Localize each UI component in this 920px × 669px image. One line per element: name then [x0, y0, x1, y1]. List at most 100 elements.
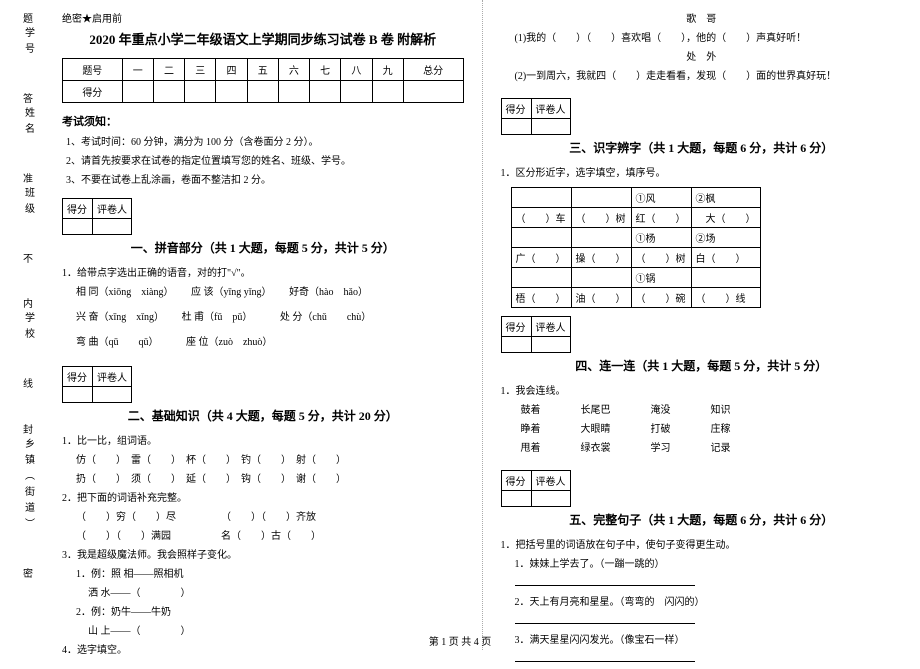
label-class: 班级 — [21, 187, 36, 219]
s1-l1c: 好奇（hào hǎo） — [289, 287, 368, 298]
s2-q1l2: 扔（ ） 须（ ） 延（ ） 钩（ ） 谢（ ） — [62, 470, 464, 489]
side-word: 线 — [23, 375, 33, 390]
page-container: 绝密★启用前 2020 年重点小学二年级语文上学期同步练习试卷 B 卷 附解析 … — [56, 0, 920, 650]
s3-q1: 1．区分形近字，选字填空，填序号。 — [501, 164, 903, 183]
s2-q3l3: 2．例：奶牛——牛奶 — [62, 603, 464, 622]
colC-1: 打破 — [651, 420, 671, 439]
label-school: 学校 — [21, 312, 36, 344]
s2-q2l1: （ ）穷（ ）尽 （ ）（ ）齐放 — [62, 508, 464, 527]
t-r2c1: （ ）车 — [511, 208, 571, 228]
t-r4c4: 白（ ） — [691, 248, 760, 268]
colD-2: 记录 — [711, 439, 731, 458]
colC-0: 淹没 — [651, 401, 671, 420]
section4-title: 四、连一连（共 1 大题，每题 5 分，共计 5 分） — [501, 357, 903, 374]
colB-0: 长尾巴 — [581, 401, 611, 420]
label-name: 姓名 — [21, 107, 36, 139]
colB-2: 绿衣裳 — [581, 439, 611, 458]
rt-l0: 歌 哥 — [501, 10, 903, 29]
th: 五 — [247, 59, 278, 81]
s1-row: 弯 曲（qū qǔ） 座 位（zuò zhuò） — [62, 333, 464, 352]
t-r6c4: （ ）线 — [691, 288, 760, 308]
s1-l3b: 座 位（zuò zhuò） — [186, 337, 272, 348]
mini-c1: 得分 — [63, 199, 93, 219]
s2-q3l2: 洒 水——（ ） — [62, 584, 464, 603]
th: 九 — [372, 59, 403, 81]
blank-line — [515, 650, 695, 662]
colA-1: 睁着 — [521, 420, 541, 439]
th: 一 — [122, 59, 153, 81]
th: 总分 — [403, 59, 463, 81]
blank-line — [515, 612, 695, 624]
mini-c1: 得分 — [63, 367, 93, 387]
s5-q1: 1．把括号里的词语放在句子中，使句子变得更生动。 — [501, 536, 903, 555]
label-studentno: 学号 — [21, 27, 36, 59]
s2-q2: 2．把下面的词语补充完整。 — [62, 489, 464, 508]
t-r4c2: 操（ ） — [571, 248, 631, 268]
colD-1: 庄稼 — [711, 420, 731, 439]
page-right: 歌 哥 (1)我的（ ）（ ）喜欢唱（ ），他的（ ）声真好听！ 处 外 (2)… — [483, 0, 920, 650]
t-r2c3: 红（ ） — [631, 208, 691, 228]
side-word: 不 — [23, 250, 33, 265]
colB-1: 大眼睛 — [581, 420, 611, 439]
t-r1c1: ①风 — [631, 188, 691, 208]
rt-l2: 处 外 — [501, 48, 903, 67]
mini-c2: 评卷人 — [93, 367, 132, 387]
side-word: 答 — [23, 90, 33, 105]
secret-label: 绝密★启用前 — [62, 10, 464, 25]
s4-q1: 1．我会连线。 — [501, 382, 903, 401]
th: 七 — [310, 59, 341, 81]
colC-2: 学习 — [651, 439, 671, 458]
s1-row: 相 同（xiōng xiàng） 应 该（yīng yǐng） 好奇（hào h… — [62, 283, 464, 302]
t-r6c3: （ ）碗 — [631, 288, 691, 308]
s2-q3l1: 1．例：照 相——照相机 — [62, 565, 464, 584]
colA-2: 甩着 — [521, 439, 541, 458]
blank-line — [515, 574, 695, 586]
rt-l1: (1)我的（ ）（ ）喜欢唱（ ），他的（ ）声真好听！ — [501, 29, 903, 48]
notice-head: 考试须知： — [62, 113, 464, 129]
t-r4c3: （ ）树 — [631, 248, 691, 268]
side-word: 内 — [23, 295, 33, 310]
t-r1c2: ②枫 — [691, 188, 760, 208]
t-r5c1: ①锅 — [631, 268, 691, 288]
s1-l2b: 杜 甫（fǔ pǔ） — [182, 312, 248, 323]
t-r5c2 — [691, 268, 760, 288]
mini-c1: 得分 — [501, 317, 531, 337]
t-r4c1: 广（ ） — [511, 248, 571, 268]
page-footer: 第 1 页 共 4 页 — [0, 633, 920, 650]
mini-score-5: 得分评卷人 — [501, 470, 571, 507]
section1-title: 一、拼音部分（共 1 大题，每题 5 分，共计 5 分） — [62, 239, 464, 256]
section3-title: 三、识字辨字（共 1 大题，每题 6 分，共计 6 分） — [501, 139, 903, 156]
s1-l2c: 处 分（chǔ chù） — [280, 312, 371, 323]
mini-c1: 得分 — [501, 471, 531, 491]
th: 题号 — [63, 59, 123, 81]
s5-l2: 2．天上有月亮和星星。（弯弯的 闪闪的） — [501, 593, 903, 612]
t-r6c2: 油（ ） — [571, 288, 631, 308]
s1-l3a: 弯 曲（qū qǔ） — [76, 337, 154, 348]
rule3: 3、不要在试卷上乱涂画，卷面不整洁扣 2 分。 — [66, 171, 464, 190]
t-r3c1: ①杨 — [631, 228, 691, 248]
exam-title: 2020 年重点小学二年级语文上学期同步练习试卷 B 卷 附解析 — [62, 29, 464, 48]
t-r6c1: 梧（ ） — [511, 288, 571, 308]
section2-title: 二、基础知识（共 4 大题，每题 5 分，共计 20 分） — [62, 407, 464, 424]
seal-word: 封 — [23, 421, 33, 436]
mini-c2: 评卷人 — [531, 99, 570, 119]
mini-c1: 得分 — [501, 99, 531, 119]
match-columns: 鼓着 睁着 甩着 长尾巴 大眼睛 绿衣裳 淹没 打破 学习 知识 庄稼 记录 — [501, 401, 903, 458]
s1-l1b: 应 该（yīng yǐng） — [191, 287, 267, 298]
mini-c2: 评卷人 — [93, 199, 132, 219]
th: 二 — [153, 59, 184, 81]
t-r3c2: ②场 — [691, 228, 760, 248]
s1-row: 兴 奋（xīng xǐng） 杜 甫（fǔ pǔ） 处 分（chǔ chù） — [62, 308, 464, 327]
th: 八 — [341, 59, 372, 81]
th: 三 — [185, 59, 216, 81]
mini-score-4: 得分评卷人 — [501, 316, 571, 353]
s2-q1l1: 仿（ ） 雷（ ） 杯（ ） 钓（ ） 射（ ） — [62, 451, 464, 470]
section5-title: 五、完整句子（共 1 大题，每题 6 分，共计 6 分） — [501, 511, 903, 528]
t-r2c2: （ ）树 — [571, 208, 631, 228]
page-left: 绝密★启用前 2020 年重点小学二年级语文上学期同步练习试卷 B 卷 附解析 … — [56, 0, 483, 650]
char-table: ①风②枫 （ ）车 （ ）树 红（ ） 大（ ） ①杨②场 广（ ） 操（ ） … — [511, 187, 761, 308]
s5-l1: 1．妹妹上学去了。（一蹦一跳的） — [501, 555, 903, 574]
mini-score-2: 得分评卷人 — [62, 366, 132, 403]
s1-l1a: 相 同（xiōng xiàng） — [76, 287, 169, 298]
s2-q3: 3．我是超级魔法师。我会照样子变化。 — [62, 546, 464, 565]
